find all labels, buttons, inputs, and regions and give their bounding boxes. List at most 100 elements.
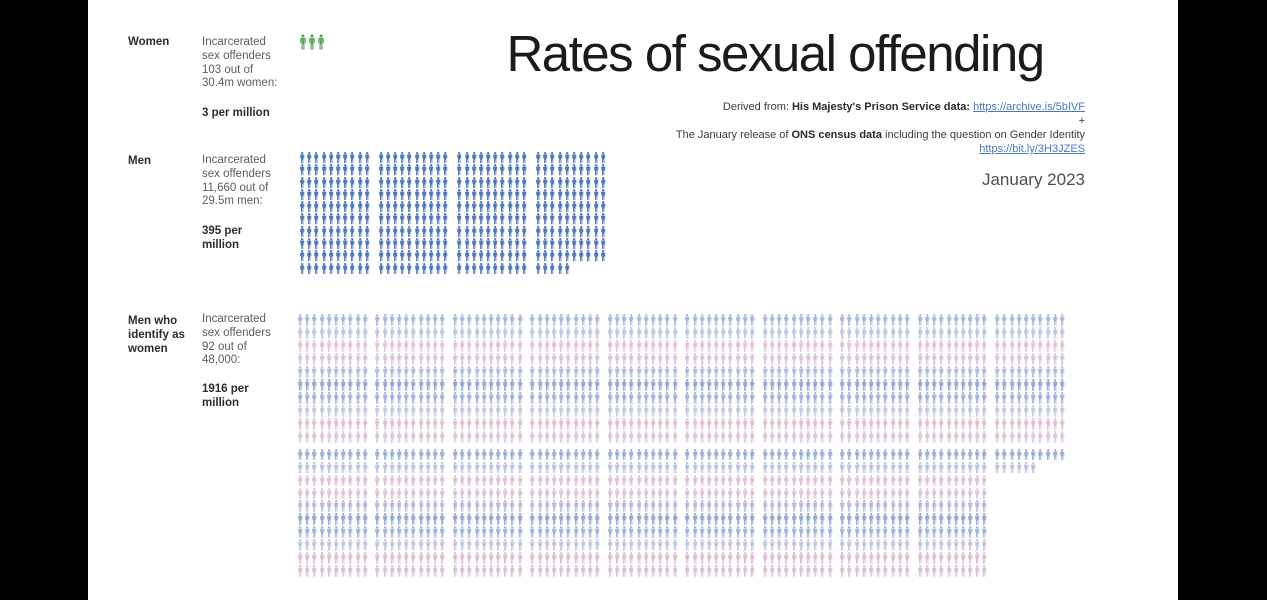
person-icon — [840, 487, 845, 500]
person-icon — [890, 391, 895, 404]
source-link-bitly[interactable]: https://bit.ly/3H3JZES — [979, 143, 1085, 155]
person-icon — [1031, 314, 1036, 326]
pictogram-row — [535, 225, 606, 238]
pictogram-row — [535, 238, 606, 250]
pictogram-row — [917, 474, 988, 487]
pictogram-row — [452, 487, 523, 500]
person-icon — [530, 448, 535, 461]
person-icon — [939, 552, 944, 565]
letterbox-left — [0, 0, 88, 600]
person-icon — [742, 448, 748, 461]
pictogram-row — [994, 378, 1065, 391]
person-icon — [982, 513, 987, 526]
person-icon — [595, 500, 600, 513]
person-icon — [770, 461, 775, 474]
person-icon — [407, 213, 412, 225]
pictogram-band — [299, 152, 606, 274]
person-icon — [847, 500, 852, 513]
person-icon — [550, 201, 555, 213]
person-icon — [425, 565, 431, 578]
person-icon — [813, 565, 818, 578]
person-icon — [355, 326, 360, 339]
person-icon — [348, 487, 353, 500]
person-icon — [960, 565, 966, 578]
person-icon — [411, 378, 416, 391]
person-icon — [587, 430, 593, 443]
person-icon — [982, 461, 987, 474]
person-icon — [375, 378, 380, 391]
person-icon — [699, 352, 705, 365]
person-icon — [685, 565, 690, 578]
person-icon — [333, 430, 339, 443]
person-icon — [559, 461, 564, 474]
person-icon — [467, 552, 472, 565]
person-icon — [600, 213, 605, 225]
person-icon — [1052, 430, 1058, 443]
person-icon — [319, 365, 324, 378]
pictogram-row — [607, 487, 678, 500]
pictogram-row — [529, 326, 600, 339]
pictogram-row — [607, 500, 678, 513]
person-icon — [557, 152, 562, 164]
person-icon — [805, 448, 811, 461]
person-icon — [481, 539, 487, 552]
person-icon — [770, 365, 775, 378]
person-icon — [586, 250, 591, 262]
person-icon — [672, 378, 677, 391]
person-icon — [791, 448, 796, 461]
person-icon — [917, 391, 923, 404]
person-icon — [953, 352, 959, 365]
person-icon — [443, 262, 448, 274]
person-icon — [510, 430, 515, 443]
person-icon — [953, 552, 959, 565]
person-icon — [333, 352, 339, 365]
person-icon — [552, 314, 557, 326]
person-icon — [481, 500, 487, 513]
men-pictogram — [299, 152, 606, 274]
person-icon — [714, 314, 719, 326]
person-icon — [543, 213, 548, 225]
person-icon — [876, 552, 881, 565]
person-icon — [685, 552, 690, 565]
person-icon — [953, 513, 959, 526]
pictogram-row — [452, 500, 523, 513]
person-icon — [672, 474, 677, 487]
person-icon — [735, 314, 740, 326]
source-link-archive[interactable]: https://archive.is/5bIVF — [973, 101, 1085, 113]
person-icon — [530, 474, 535, 487]
person-icon — [840, 391, 845, 404]
person-icon — [595, 487, 600, 500]
person-icon — [905, 365, 910, 378]
person-icon — [305, 404, 310, 417]
pictogram-row — [839, 339, 910, 352]
person-icon — [421, 201, 427, 213]
person-icon — [471, 188, 476, 201]
person-icon — [1002, 461, 1007, 474]
person-icon — [572, 213, 577, 225]
person-icon — [488, 526, 494, 539]
pictogram-row — [452, 417, 523, 430]
person-icon — [685, 500, 690, 513]
person-icon — [622, 417, 627, 430]
pictogram-row — [684, 539, 755, 552]
person-icon — [493, 176, 498, 188]
person-icon — [750, 404, 755, 417]
person-icon — [537, 448, 542, 461]
person-icon — [1059, 391, 1065, 404]
person-icon — [514, 176, 520, 188]
person-icon — [883, 552, 888, 565]
person-icon — [1002, 391, 1007, 404]
person-icon — [433, 526, 438, 539]
person-icon — [517, 417, 522, 430]
person-icon — [312, 448, 317, 461]
person-icon — [559, 565, 564, 578]
person-icon — [1045, 448, 1050, 461]
person-icon — [411, 513, 416, 526]
person-icon — [552, 526, 557, 539]
person-icon — [348, 526, 353, 539]
person-icon — [587, 365, 593, 378]
person-icon — [364, 225, 369, 238]
person-icon — [672, 391, 677, 404]
person-icon — [573, 365, 578, 378]
person-icon — [622, 365, 627, 378]
